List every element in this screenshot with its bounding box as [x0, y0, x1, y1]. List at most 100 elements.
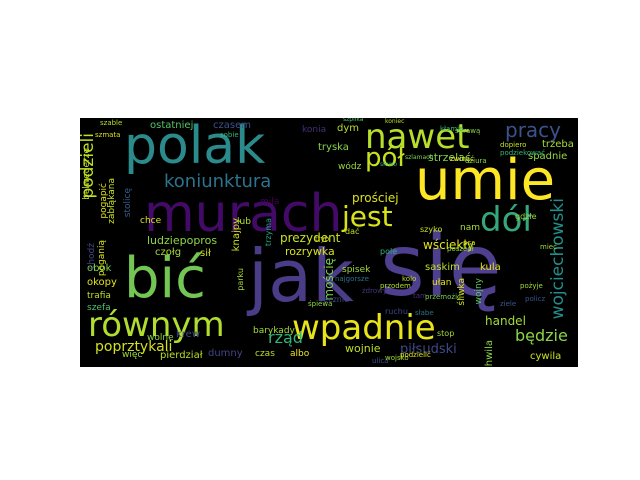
word-42: albo: [290, 349, 310, 359]
word-101: podziekować: [500, 149, 546, 157]
word-59: belwederze: [82, 148, 92, 200]
word-41: czas: [255, 349, 275, 359]
word-63: saskim: [425, 262, 460, 273]
word-46: okopy: [87, 277, 117, 288]
word-98: poszedł: [447, 245, 474, 253]
word-37: chwila: [484, 340, 495, 367]
word-33: konia: [302, 125, 327, 135]
word-15: wojciechowski: [548, 198, 568, 320]
word-66: spisek: [342, 265, 371, 275]
word-65: kula: [480, 262, 501, 273]
word-106: szpilka: [343, 118, 364, 123]
word-71: ruchu: [385, 307, 408, 316]
word-35: czasem: [213, 120, 251, 131]
word-32: wódz: [338, 162, 362, 172]
word-29: trzeba: [542, 139, 574, 150]
word-26: prościej: [352, 191, 399, 205]
word-50: chodź: [87, 243, 97, 270]
word-6: nawet: [365, 118, 470, 157]
word-2: bić: [124, 246, 206, 311]
word-3: umie: [415, 148, 556, 213]
word-99: mieć: [540, 243, 557, 251]
word-4: murach: [144, 184, 343, 244]
word-0: się: [380, 216, 502, 316]
word-102: szmata: [95, 131, 121, 139]
word-89: tam: [413, 292, 427, 300]
word-83: dać: [345, 227, 360, 236]
word-8: równym: [88, 305, 225, 345]
word-74: słabe: [415, 309, 434, 317]
word-90: pożyje: [520, 282, 543, 290]
word-77: ziele: [500, 300, 517, 308]
word-76: policz: [525, 295, 546, 303]
word-81: zdrowy: [362, 287, 387, 295]
wordcloud-canvas: się jak bić umie murach polak nawet dół równym wp…: [80, 118, 578, 367]
word-22: prezydent: [280, 231, 341, 245]
word-107: tryb: [315, 235, 330, 243]
word-88: sprawą: [455, 127, 481, 135]
word-67: wojny: [474, 278, 484, 305]
word-10: jest: [342, 200, 393, 233]
word-93: wojsko: [385, 354, 409, 362]
word-16: rząd: [268, 328, 303, 347]
word-34: ostatniej: [150, 120, 194, 131]
word-1: jak: [248, 234, 354, 318]
word-51: czołg: [155, 247, 182, 258]
word-36: cywila: [530, 351, 562, 362]
word-21: wojnie: [345, 342, 381, 355]
word-64: ułan: [432, 278, 452, 288]
word-82: szable: [100, 119, 123, 127]
word-61: lub: [237, 217, 251, 227]
word-43: barykady: [253, 326, 295, 336]
word-95: najgorsze: [335, 275, 369, 283]
word-62: nam: [460, 223, 480, 233]
word-40: pierdział: [160, 350, 203, 361]
word-104: dziura: [465, 157, 487, 165]
word-85: gdzie: [515, 212, 537, 221]
word-80: ręcznie: [320, 295, 350, 304]
word-52: sił: [200, 248, 211, 259]
word-30: dym: [337, 123, 360, 134]
word-105: koniec: [385, 118, 405, 125]
word-23: rozrywka: [285, 245, 335, 258]
word-108: szlamach: [405, 154, 434, 161]
word-100: dopiero: [500, 141, 527, 149]
word-91: kolo: [402, 275, 417, 283]
word-86: sobie: [220, 131, 239, 139]
word-55: poganią: [97, 240, 107, 277]
word-17: będzie: [515, 326, 568, 345]
word-79: pole: [380, 247, 398, 256]
word-18: poprztykali: [95, 339, 173, 355]
word-57: zabłąkana: [107, 178, 117, 224]
word-25: wściekły: [423, 238, 474, 252]
word-9: wpadnie: [292, 308, 436, 348]
word-97: psa: [463, 239, 476, 247]
word-60: chce: [140, 216, 162, 226]
word-13: koniunktura: [164, 171, 272, 192]
word-58: stolicę: [123, 188, 133, 218]
word-96: przemożić: [425, 293, 461, 301]
word-39: więc: [122, 350, 143, 360]
word-92: ulica: [372, 357, 389, 365]
word-12: pracy: [505, 118, 562, 142]
word-53: krew: [176, 329, 201, 340]
word-28: spadnie: [528, 151, 568, 162]
word-84: szyko: [420, 225, 443, 234]
word-78: stop: [437, 329, 455, 338]
word-69: trzyma: [264, 218, 273, 247]
word-87: kłamie: [440, 125, 464, 133]
word-94: podzielić: [400, 351, 431, 359]
word-70: parku: [236, 268, 245, 291]
word-5: polak: [124, 118, 266, 176]
word-7: dół: [480, 200, 533, 240]
word-48: trafia: [87, 291, 111, 301]
word-38: dumny: [208, 348, 243, 359]
word-20: handel: [485, 314, 526, 328]
word-11: pół: [365, 143, 405, 173]
word-19: piłsudski: [400, 342, 457, 357]
word-24: ludziepopros: [147, 234, 218, 247]
word-73: przodem: [380, 282, 411, 290]
word-47: obok: [87, 263, 112, 274]
word-75: miła: [260, 197, 280, 207]
word-72: śpiewa: [308, 300, 333, 308]
